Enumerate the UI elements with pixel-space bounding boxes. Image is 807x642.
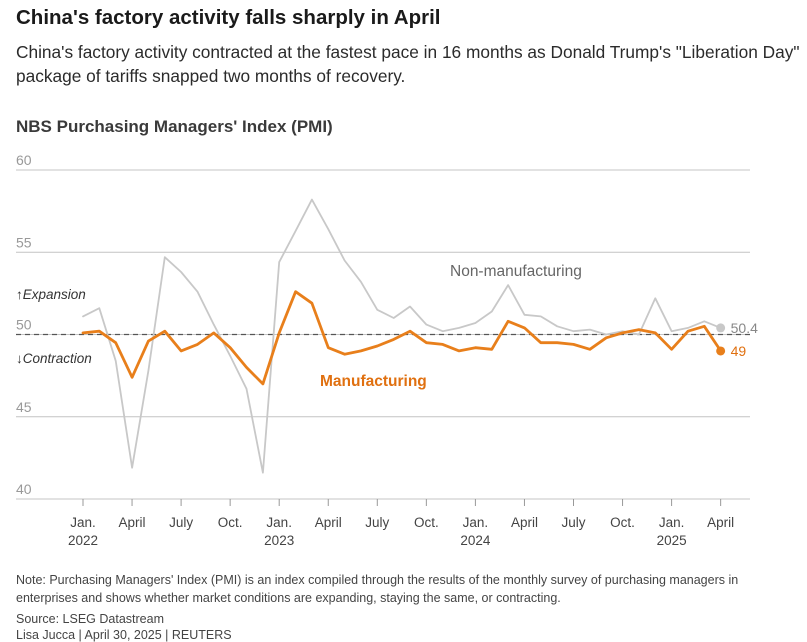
x-tick-label-month: Oct.: [610, 515, 635, 530]
x-tick-label-year: 2022: [68, 533, 98, 548]
manufacturing-label: Manufacturing: [320, 373, 427, 390]
x-tick-label-month: Oct.: [414, 515, 439, 530]
y-tick-label: 50: [16, 317, 32, 333]
non-manufacturing-label: Non-manufacturing: [450, 263, 582, 280]
byline-credit: Lisa Jucca | April 30, 2025 | REUTERS: [16, 628, 232, 642]
x-tick-label-month: July: [169, 515, 193, 530]
series: 50.4 49: [81, 198, 758, 474]
manufacturing-line: [81, 290, 723, 386]
y-tick-label: 40: [16, 481, 32, 497]
x-tick-label-year: 2025: [657, 533, 687, 548]
x-tick-label-month: Jan.: [70, 515, 96, 530]
subtitle: China's factory activity contracted at t…: [16, 42, 800, 86]
x-tick-label-month: Oct.: [218, 515, 243, 530]
y-axis-ticks: 40 45 50 55 60: [16, 152, 32, 497]
non-manufacturing-line: [82, 198, 722, 474]
manufacturing-end-value: 49: [731, 343, 747, 359]
x-axis-ticks: Jan. 2022 April July Oct. Jan. 2023 April July Oc…: [68, 499, 734, 548]
y-tick-label: 60: [16, 152, 32, 168]
non-manufacturing-end-value: 50.4: [731, 320, 758, 336]
source-credit: Source: LSEG Datastream: [16, 612, 164, 626]
x-tick-label-month: July: [365, 515, 389, 530]
x-tick-label-year: 2023: [264, 533, 294, 548]
chart-title: NBS Purchasing Managers' Index (PMI): [16, 117, 333, 136]
x-tick-label-year: 2024: [460, 533, 491, 548]
y-tick-label: 45: [16, 399, 32, 415]
x-tick-label-month: April: [511, 515, 538, 530]
gridlines: [16, 169, 750, 500]
x-tick-label-month: July: [561, 515, 585, 530]
x-tick-label-month: April: [119, 515, 146, 530]
chart-note: Note: Purchasing Managers' Index (PMI) i…: [16, 573, 739, 605]
x-tick-label-month: April: [315, 515, 342, 530]
expansion-annotation: ↑Expansion: [16, 287, 86, 302]
series-labels: Non-manufacturing Manufacturing ↑Expansi…: [16, 263, 582, 390]
headline: China's factory activity falls sharply i…: [16, 6, 441, 29]
y-tick-label: 55: [16, 234, 32, 250]
x-tick-label-month: Jan.: [659, 515, 685, 530]
x-tick-label-month: Jan.: [463, 515, 489, 530]
manufacturing-end-point: [716, 346, 726, 356]
non-manufacturing-end-point: [716, 323, 726, 333]
x-tick-label-month: April: [707, 515, 734, 530]
x-tick-label-month: Jan.: [266, 515, 292, 530]
contraction-annotation: ↓Contraction: [16, 351, 92, 366]
